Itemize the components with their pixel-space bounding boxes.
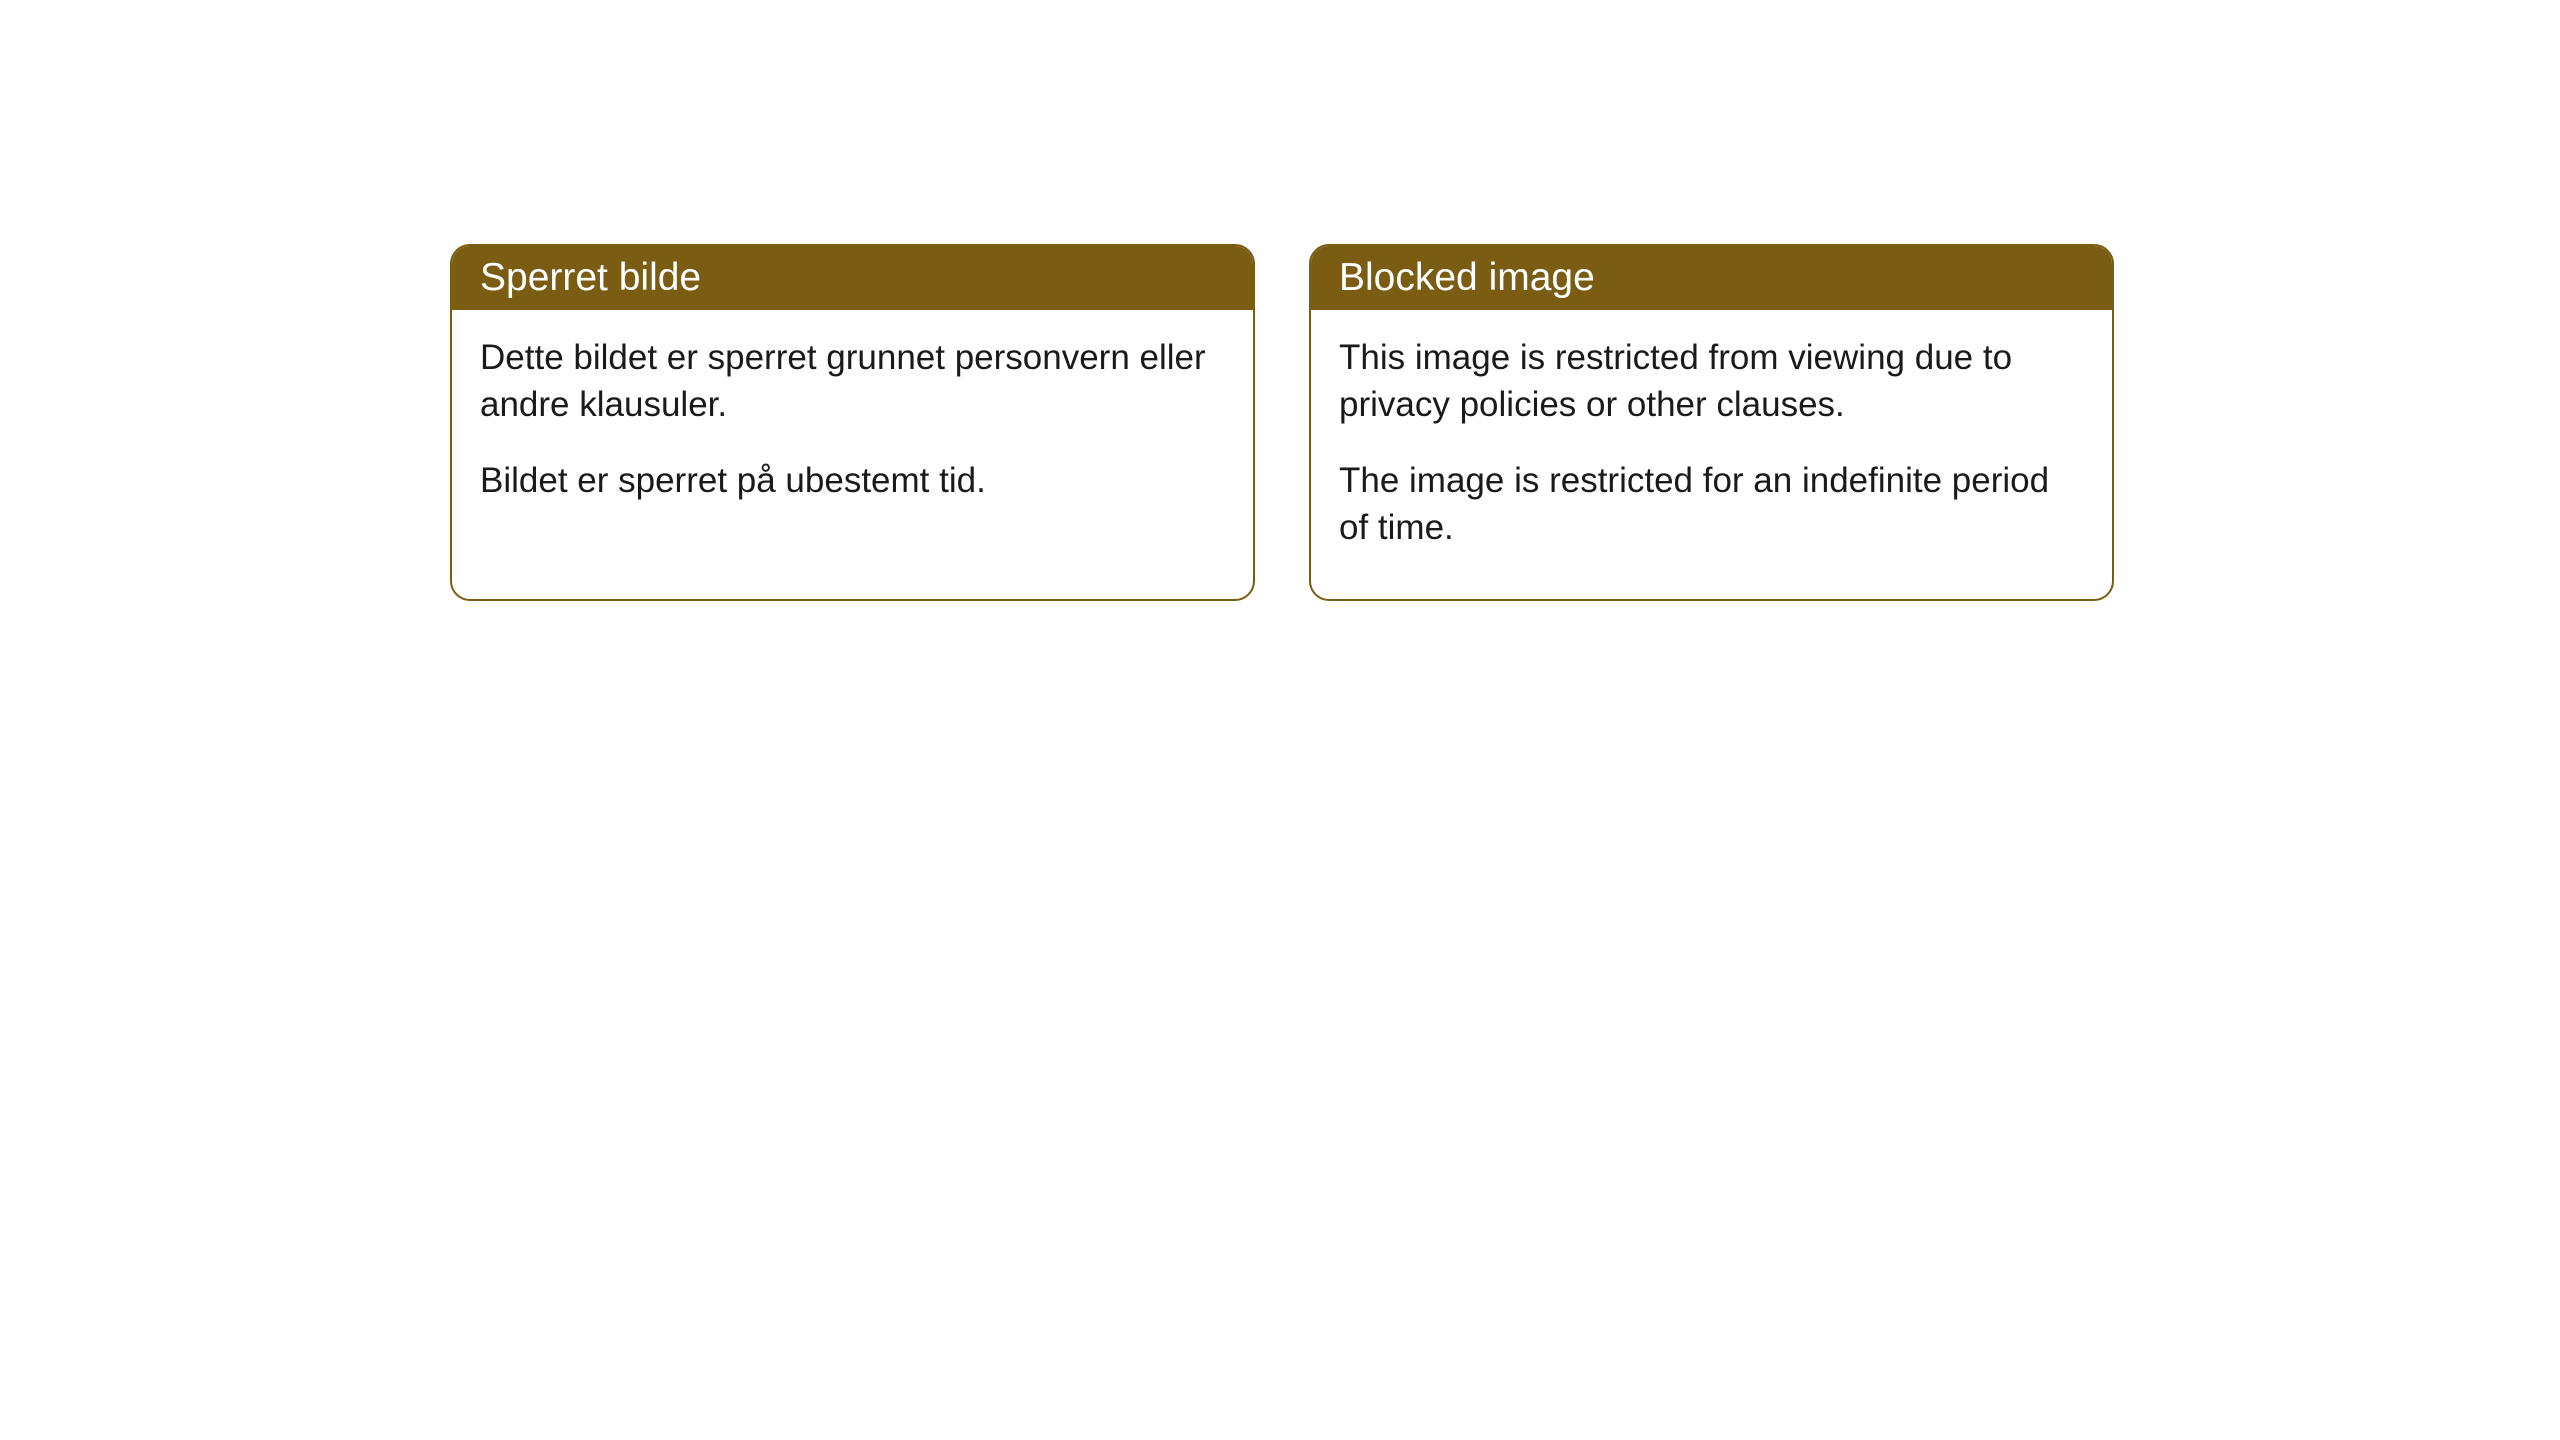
notice-paragraph: The image is restricted for an indefinit…: [1339, 457, 2084, 552]
notice-card-en: Blocked image This image is restricted f…: [1309, 244, 2114, 601]
card-row: Sperret bilde Dette bildet er sperret gr…: [0, 0, 2560, 601]
notice-body-en: This image is restricted from viewing du…: [1311, 310, 2112, 599]
notice-title-no: Sperret bilde: [452, 246, 1253, 310]
notice-title-en: Blocked image: [1311, 246, 2112, 310]
notice-paragraph: Dette bildet er sperret grunnet personve…: [480, 334, 1225, 429]
notice-card-no: Sperret bilde Dette bildet er sperret gr…: [450, 244, 1255, 601]
notice-body-no: Dette bildet er sperret grunnet personve…: [452, 310, 1253, 552]
notice-paragraph: Bildet er sperret på ubestemt tid.: [480, 457, 1225, 504]
notice-paragraph: This image is restricted from viewing du…: [1339, 334, 2084, 429]
